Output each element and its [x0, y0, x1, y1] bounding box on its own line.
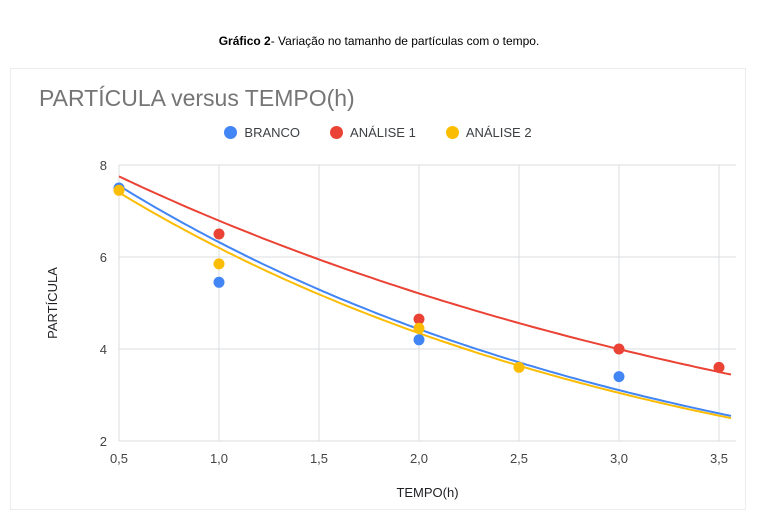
point-analise-2: [113, 184, 125, 196]
point-analise-2: [513, 361, 525, 373]
point-analise-2: [413, 322, 425, 334]
legend-dot-icon: [330, 126, 344, 139]
y-tick-label: 4: [100, 342, 107, 357]
caption-prefix: Gráfico 2: [218, 34, 271, 48]
caption-text: - Variação no tamanho de partículas com …: [270, 34, 540, 48]
legend-dot-icon: [445, 126, 459, 139]
y-tick-label: 2: [100, 434, 107, 449]
trendline-analise-1: [118, 175, 732, 376]
point-analise-2: [213, 258, 225, 270]
point-analise-1: [413, 313, 425, 325]
x-tick-label: 3,0: [610, 451, 628, 466]
point-branco: [413, 334, 425, 346]
x-axis-title: TEMPO(h): [396, 485, 458, 500]
point-branco: [613, 371, 625, 383]
chart-title: PARTÍCULA versus TEMPO(h): [39, 85, 355, 111]
point-analise-1: [213, 228, 225, 240]
chart-frame: PARTÍCULA versus TEMPO(h) BRANCO ANÁLISE …: [10, 68, 746, 510]
x-tick-label: 2,5: [510, 451, 528, 466]
x-tick-label: 0,5: [110, 451, 128, 466]
y-axis-title: PARTÍCULA: [45, 267, 60, 339]
x-tick-label: 3,5: [710, 451, 728, 466]
y-tick-label: 8: [100, 158, 107, 173]
point-analise-1: [713, 361, 725, 373]
legend-item-branco: BRANCO: [224, 125, 300, 140]
legend-item-analise-2: ANÁLISE 2: [445, 125, 532, 140]
legend-dot-icon: [224, 126, 238, 139]
x-tick-label: 1,5: [310, 451, 328, 466]
legend-label: ANÁLISE 2: [465, 125, 532, 140]
legend-label: ANÁLISE 1: [350, 125, 416, 140]
trendline-analise-2: [118, 191, 732, 420]
y-tick-label: 6: [100, 250, 107, 265]
trendline-branco: [118, 184, 732, 417]
legend-label: BRANCO: [244, 125, 301, 140]
x-tick-label: 1,0: [210, 451, 228, 466]
chart-legend: BRANCO ANÁLISE 1 ANÁLISE 2: [11, 125, 745, 140]
point-analise-1: [613, 343, 625, 355]
plot-svg: 2 4 6 8 0,5 1,0 1,5 2,0 2,5 3,0 3,5 TEMPO(h) PARTÍCU…: [45, 158, 736, 500]
chart-caption: Gráfico 2- Variação no tamanho de partíc…: [0, 34, 758, 48]
x-tick-label: 2,0: [410, 451, 428, 466]
legend-item-analise-1: ANÁLISE 1: [330, 125, 416, 140]
point-branco: [213, 276, 225, 288]
